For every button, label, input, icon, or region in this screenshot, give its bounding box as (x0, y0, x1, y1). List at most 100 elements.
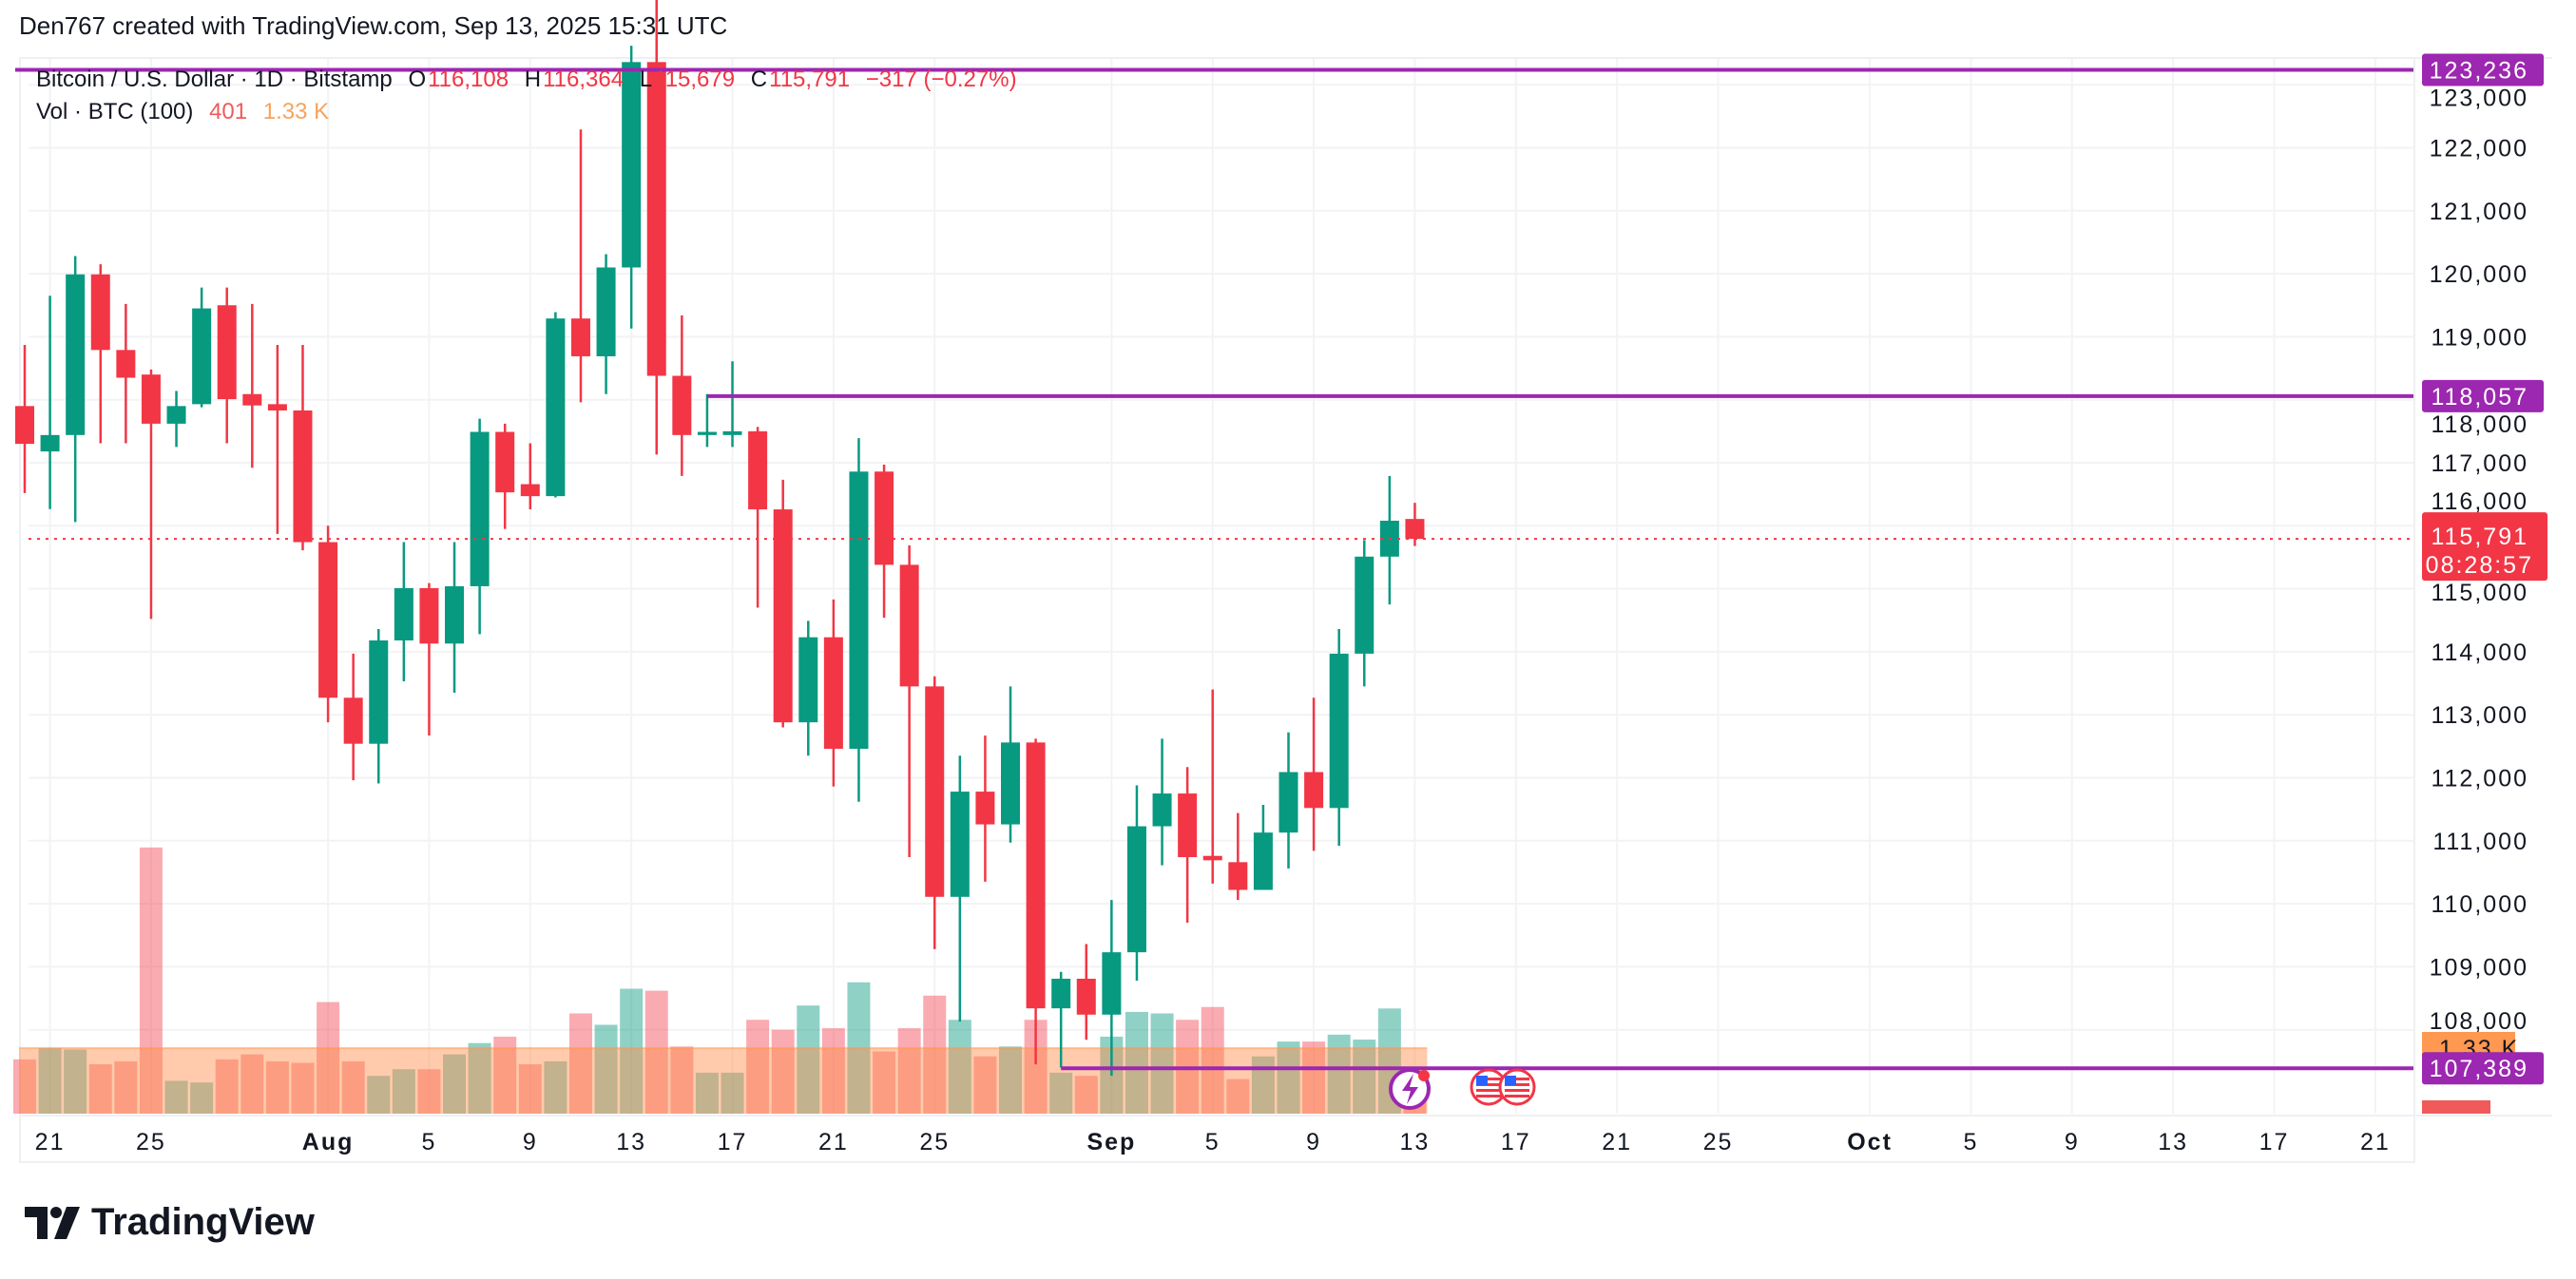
volume-bar (670, 1046, 694, 1114)
volume-bar (468, 1042, 491, 1114)
candle-body (950, 792, 970, 897)
candle-body (1001, 742, 1021, 825)
level-badge-text: 107,389 (2430, 1056, 2528, 1082)
low-value: 115,679 (654, 67, 736, 92)
volume-bar (114, 1060, 138, 1114)
candle-body (546, 318, 566, 497)
volume-bar (771, 1029, 795, 1114)
volume-bar (1074, 1076, 1098, 1114)
candle-body (66, 274, 86, 435)
candle-body (166, 406, 186, 424)
time-axis: 21 25 Aug 5 9 13 17 21 25 Sep 5 9 13 17 21 25 Oct 5 9 13 17 2… (35, 1129, 2389, 1155)
candle-body (141, 374, 161, 424)
candle-body (1076, 978, 1096, 1015)
lightning-icon (1402, 1074, 1418, 1104)
volume-bar (620, 988, 644, 1114)
us-flag-event-icon (1498, 1068, 1536, 1106)
time-tick-label: 13 (2158, 1129, 2188, 1155)
candle-body (1051, 978, 1071, 1009)
time-tick-label: 25 (919, 1129, 950, 1155)
volume-bar (821, 1028, 845, 1114)
flag-canton (1476, 1076, 1488, 1085)
level-badge (2422, 379, 2544, 412)
events (1389, 1068, 1536, 1110)
price-tick-label: 123,000 (2430, 86, 2528, 112)
volume-bar (873, 1051, 896, 1114)
candle-body (875, 471, 894, 565)
volume-bar (897, 1028, 921, 1114)
time-tick-label: 5 (1205, 1129, 1221, 1155)
volume-bar (317, 1002, 340, 1114)
flag-circle (1498, 1068, 1536, 1106)
time-tick-label: 9 (523, 1129, 538, 1155)
candle-body (1152, 793, 1172, 827)
price-tick-label: 120,000 (2430, 261, 2528, 288)
level-badge-text: 118,057 (2431, 384, 2528, 410)
candle-body (1178, 793, 1198, 858)
candle-body (445, 585, 465, 644)
candle-body (242, 393, 262, 406)
candle-body (1278, 772, 1298, 833)
volume-value: 401 (209, 99, 248, 124)
volume-bar (291, 1062, 315, 1114)
candle-body (419, 587, 439, 644)
time-tick-label: 21 (818, 1129, 849, 1155)
volume-bar (341, 1060, 365, 1114)
volume-bar (1302, 1041, 1326, 1114)
volume-badge (2422, 1100, 2490, 1114)
symbol-title[interactable]: Bitcoin / U.S. Dollar · 1D · Bitstamp (36, 67, 393, 92)
volume-title[interactable]: Vol · BTC (100) (36, 99, 194, 124)
price-tick-label: 114,000 (2431, 640, 2528, 666)
close-value: 115,791 (769, 67, 851, 92)
candle-body (899, 564, 919, 687)
price-tick-label: 117,000 (2431, 450, 2528, 477)
volume-bar (417, 1069, 441, 1114)
volume-bar (1251, 1056, 1275, 1114)
volume-bar (518, 1064, 542, 1114)
candle-body (1102, 952, 1122, 1015)
volume-bar (1049, 1072, 1073, 1114)
volume-bar (544, 1060, 567, 1114)
volume-bar (797, 1005, 820, 1114)
price-axis-bg (2414, 59, 2552, 1163)
price-tick-label: 109,000 (2430, 954, 2528, 981)
volume-bar (1353, 1040, 1376, 1114)
candle-body (394, 587, 413, 640)
candle-body (672, 375, 692, 435)
price-tick-label: 115,000 (2431, 580, 2528, 606)
candle-body (925, 686, 945, 897)
chart-credit: Den767 created with TradingView.com, Sep… (19, 11, 728, 40)
symbol-legend: Bitcoin / U.S. Dollar · 1D · Bitstamp O1… (36, 67, 1027, 93)
tradingview-logo[interactable]: TradingView (25, 1201, 315, 1244)
flag-canton (1505, 1076, 1516, 1085)
candle-body (773, 509, 793, 723)
open-value: 116,108 (428, 67, 509, 92)
time-tick-label: 17 (718, 1129, 748, 1155)
candle-body (470, 431, 490, 586)
countdown-text: 08:28:57 (2426, 552, 2533, 579)
lightning-event-icon (1389, 1068, 1431, 1110)
volume-bar (443, 1054, 467, 1114)
volume-bar (392, 1069, 415, 1114)
time-tick-label: Aug (302, 1129, 355, 1155)
candle-body (116, 350, 136, 378)
time-tick-label: 25 (136, 1129, 166, 1155)
notification-dot (1418, 1070, 1430, 1081)
candle-body (1405, 519, 1425, 540)
horizontal-lines (15, 67, 2429, 1071)
us-flag-event-icon (1470, 1068, 1508, 1106)
close-label: C (750, 67, 768, 92)
flag-stripe (1505, 1089, 1529, 1092)
candle-body (1253, 832, 1273, 890)
candle-body (697, 431, 717, 435)
volume-bar (594, 1024, 618, 1114)
candle-body (343, 697, 363, 744)
level-badge (2422, 1052, 2544, 1085)
flag-stripe (1476, 1089, 1501, 1092)
candle-body (495, 431, 515, 493)
volume-bar (493, 1036, 517, 1114)
time-tick-label: 25 (1703, 1129, 1734, 1155)
volume-bar (923, 995, 947, 1114)
volume-bar (139, 847, 163, 1114)
